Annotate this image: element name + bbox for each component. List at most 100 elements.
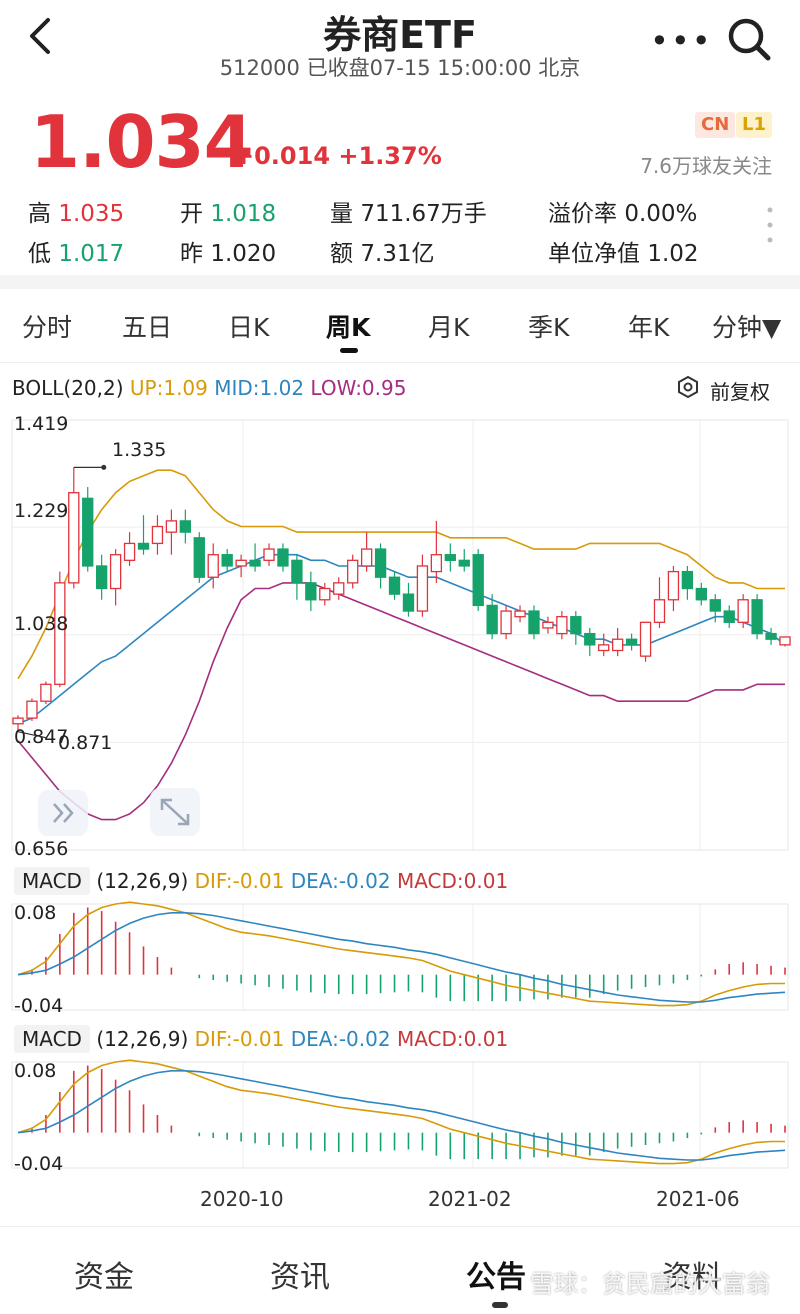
candle	[458, 549, 470, 572]
macd-chart-2[interactable]	[0, 1056, 800, 1176]
nav-news[interactable]: 资讯	[270, 1260, 330, 1295]
dea-line	[17, 912, 786, 1003]
tab-weekly[interactable]: 周K	[326, 313, 371, 342]
nav-profile[interactable]: 资料	[662, 1260, 722, 1295]
macd-chart-1[interactable]	[0, 898, 800, 1018]
nav-announcements[interactable]: 公告	[466, 1260, 526, 1295]
candle	[96, 554, 108, 600]
settings-hexagon-icon[interactable]	[676, 375, 700, 399]
candle	[751, 594, 763, 640]
candle-body	[584, 632, 596, 646]
section-divider	[0, 275, 800, 289]
tab-intraday[interactable]: 分时	[22, 313, 73, 342]
candle	[625, 633, 638, 651]
macd-dif: DIF:-0.01	[194, 869, 285, 893]
candle	[26, 698, 38, 721]
candle-body	[765, 632, 777, 640]
candle	[235, 554, 247, 578]
candle-body	[40, 683, 52, 702]
active-nav-indicator	[492, 1302, 508, 1308]
dif-line	[17, 1059, 785, 1165]
candle-body	[207, 554, 219, 578]
price-tick: 1.229	[14, 500, 69, 522]
candle-body	[695, 587, 707, 601]
boll-name: BOLL(20,2)	[12, 376, 124, 400]
tabs-divider	[0, 362, 800, 363]
boll-up-line	[17, 469, 785, 680]
nav-funds[interactable]: 资金	[74, 1260, 134, 1295]
candle-body	[221, 554, 233, 567]
chart-grid	[11, 419, 789, 851]
candle	[765, 627, 777, 645]
candle-body	[500, 610, 512, 635]
search-icon[interactable]	[726, 16, 772, 62]
candle-body	[12, 717, 24, 725]
price-tick: 1.419	[14, 413, 69, 435]
macd-dif: DIF:-0.01	[194, 1027, 285, 1051]
tab-daily[interactable]: 日K	[228, 313, 270, 342]
candle-body	[263, 548, 275, 561]
candle-body	[123, 542, 136, 561]
tab-yearly[interactable]: 年K	[628, 313, 670, 342]
candle	[12, 715, 24, 732]
candle	[723, 605, 735, 628]
tab-minute[interactable]: 分钟▼	[712, 313, 782, 342]
current-price: 1.034	[30, 100, 254, 184]
tab-monthly[interactable]: 月K	[428, 313, 470, 342]
candle-body	[151, 525, 164, 545]
candle	[611, 627, 624, 657]
kline-chart[interactable]	[0, 400, 800, 860]
candle	[151, 515, 164, 555]
candle	[137, 515, 150, 555]
candle	[123, 532, 136, 566]
macd-params: (12,26,9)	[96, 1027, 189, 1051]
candle	[653, 577, 666, 628]
candle	[444, 543, 456, 572]
price-tick: 0.656	[14, 838, 69, 860]
candle	[249, 543, 261, 572]
candle	[277, 543, 289, 572]
back-arrow-icon[interactable]	[20, 14, 64, 58]
stat-premium: 溢价率 0.00%	[548, 201, 698, 227]
watermark: 雪球：贫民窟的大富翁	[530, 1270, 770, 1298]
candle-body	[458, 559, 470, 567]
candle-body	[472, 554, 484, 607]
macd-legend-1: MACD (12,26,9) DIF:-0.01 DEA:-0.02 MACD:…	[14, 867, 508, 895]
adjust-mode-label[interactable]: 前复权	[710, 380, 770, 404]
boll-mid-value: MID:1.02	[214, 376, 305, 400]
candle-body	[165, 520, 178, 533]
candle-body	[751, 599, 763, 635]
candle-body	[109, 554, 122, 590]
high-marker-dot	[101, 464, 107, 470]
candle	[514, 605, 526, 623]
boll-up-value: UP:1.09	[129, 376, 208, 400]
candle	[709, 594, 721, 623]
candle-body	[54, 582, 66, 685]
candle-body	[26, 700, 38, 719]
candle-body	[681, 570, 694, 590]
candle	[556, 611, 568, 640]
candle	[207, 543, 219, 589]
candle-body	[514, 610, 526, 618]
high-price-marker: 1.335	[112, 439, 167, 461]
candle	[109, 549, 122, 606]
level-badge: L1	[736, 112, 772, 138]
tab-5day[interactable]: 五日	[122, 313, 173, 342]
candle	[416, 554, 429, 617]
status-subtitle: 512000 已收盘07-15 15:00:00 北京	[219, 56, 581, 80]
fullscreen-icon[interactable]	[150, 788, 200, 836]
candle	[500, 605, 512, 640]
active-tab-indicator	[340, 348, 358, 353]
stats-more-icon[interactable]	[765, 205, 775, 245]
price-tick: 1.038	[14, 613, 69, 635]
candle-body	[82, 497, 94, 567]
tab-quarterly[interactable]: 季K	[528, 313, 570, 342]
scroll-right-icon[interactable]	[38, 790, 88, 836]
followers-count[interactable]: 7.6万球友关注	[640, 154, 772, 178]
candle-body	[388, 576, 401, 595]
candle	[319, 582, 331, 606]
candle-body	[291, 559, 303, 584]
candle-body	[542, 621, 554, 629]
more-icon[interactable]: •••	[650, 22, 713, 60]
dea-line	[17, 1070, 786, 1161]
